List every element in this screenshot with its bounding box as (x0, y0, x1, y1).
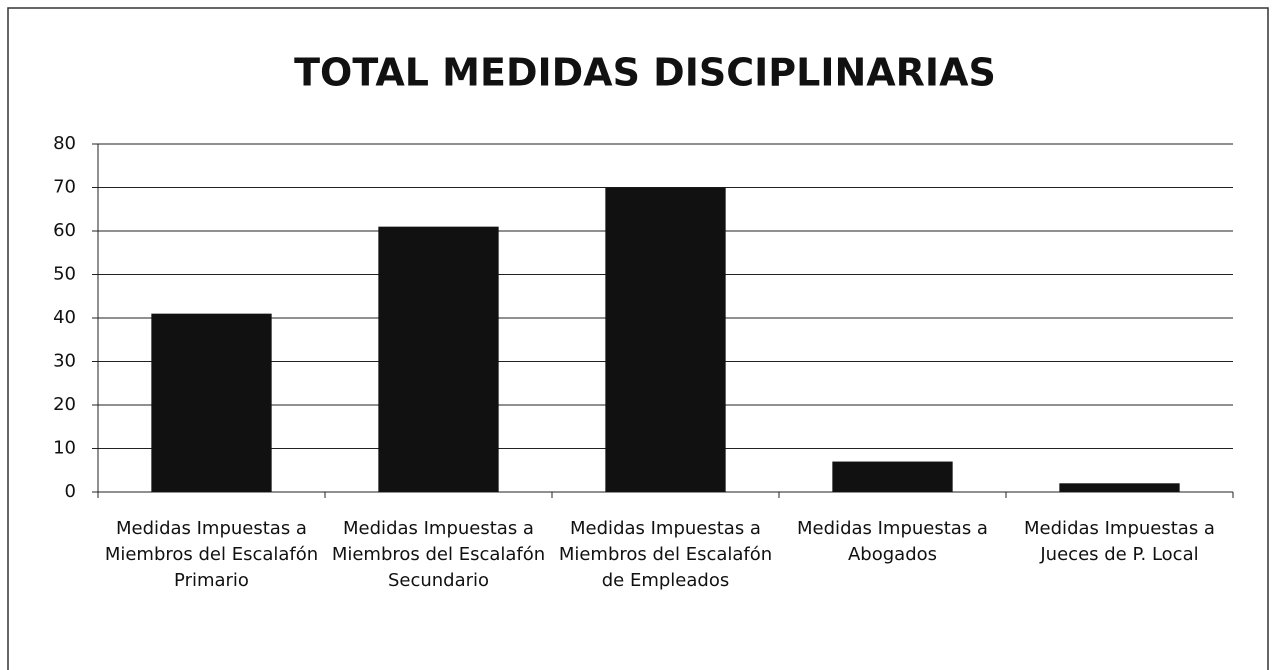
bar (151, 313, 272, 492)
x-tick-label: Medidas Impuestas a Abogados (797, 518, 988, 565)
chart-frame (7, 7, 1269, 670)
y-tick-label: 20 (53, 394, 76, 415)
y-tick-label: 40 (53, 307, 76, 328)
bar (1059, 483, 1180, 492)
bar (605, 187, 726, 492)
y-tick-label: 10 (53, 438, 76, 459)
bar (832, 461, 953, 492)
y-tick-label: 60 (53, 220, 76, 241)
bar (378, 226, 499, 492)
y-tick-label: 50 (53, 264, 76, 285)
y-tick-label: 0 (65, 481, 76, 502)
chart-title: TOTAL MEDIDAS DISCIPLINARIAS (294, 51, 996, 95)
x-tick-label: Medidas Impuestas a Miembros del Escalafó… (105, 518, 318, 591)
y-tick-label: 80 (53, 133, 76, 154)
y-tick-label: 70 (53, 177, 76, 198)
x-tick-label: Medidas Impuestas a Miembros del Escalafó… (332, 518, 545, 591)
y-tick-label: 30 (53, 351, 76, 372)
x-tick-label: Medidas Impuestas a Miembros del Escalafó… (559, 518, 772, 591)
x-tick-label: Medidas Impuestas a Jueces de P. Local (1024, 518, 1215, 565)
